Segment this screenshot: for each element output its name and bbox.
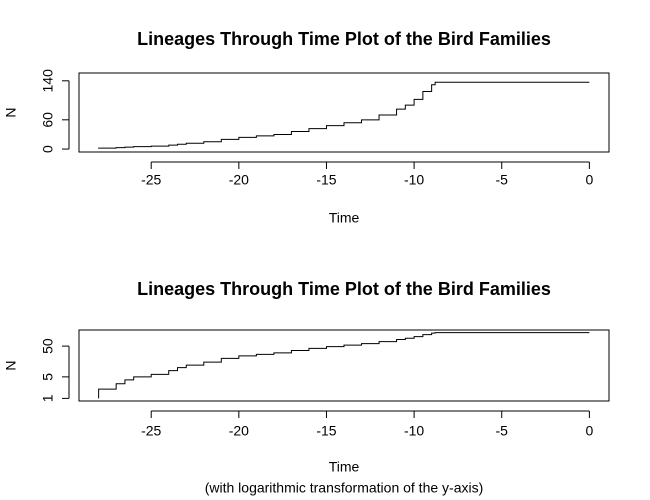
subtitle: (with logarithmic transformation of the …: [205, 480, 484, 496]
x-tick-label: -15: [316, 423, 336, 439]
y-tick-label: 5: [40, 373, 56, 381]
x-tick-label: 0: [585, 172, 593, 188]
y-tick-label: 60: [40, 112, 56, 128]
x-tick-label: -5: [496, 423, 509, 439]
y-axis-label: N: [3, 107, 19, 117]
ltt-line: [98, 81, 590, 149]
x-tick-label: -5: [496, 172, 509, 188]
chart-title: Lineages Through Time Plot of the Bird F…: [137, 29, 551, 49]
y-tick-label: 0: [40, 145, 56, 153]
y-tick-label: 1: [40, 394, 56, 402]
x-tick-label: 0: [585, 423, 593, 439]
x-tick-label: -10: [404, 423, 424, 439]
plot-box: [78, 329, 610, 402]
x-axis-label: Time: [329, 459, 360, 475]
y-axis-label: N: [3, 360, 19, 370]
y-tick-label: 140: [40, 69, 56, 93]
x-tick-label: -15: [316, 172, 336, 188]
x-axis-label: Time: [329, 210, 360, 226]
x-tick-label: -20: [229, 172, 249, 188]
x-tick-label: -25: [141, 172, 161, 188]
x-tick-label: -20: [229, 423, 249, 439]
y-tick-label: 50: [40, 338, 56, 354]
chart-title: Lineages Through Time Plot of the Bird F…: [137, 279, 551, 299]
ltt-line: [98, 332, 590, 399]
x-tick-label: -25: [141, 423, 161, 439]
x-tick-label: -10: [404, 172, 424, 188]
plot-box: [78, 72, 610, 153]
